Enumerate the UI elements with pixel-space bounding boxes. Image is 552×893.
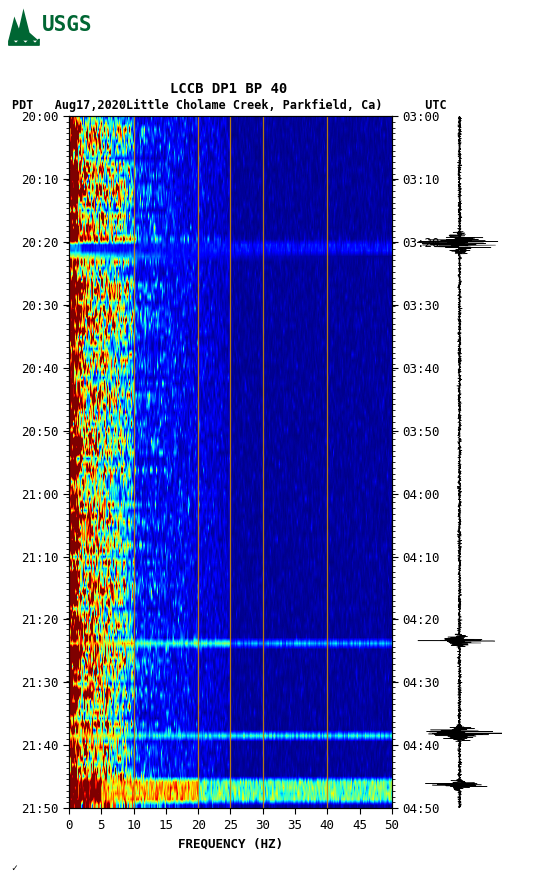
Text: PDT   Aug17,2020Little Cholame Creek, Parkfield, Ca)      UTC: PDT Aug17,2020Little Cholame Creek, Park… xyxy=(12,98,447,112)
Text: LCCB DP1 BP 40: LCCB DP1 BP 40 xyxy=(171,82,288,96)
Text: USGS: USGS xyxy=(42,15,92,35)
Text: ✓: ✓ xyxy=(11,863,17,872)
X-axis label: FREQUENCY (HZ): FREQUENCY (HZ) xyxy=(178,837,283,850)
Polygon shape xyxy=(8,9,39,41)
